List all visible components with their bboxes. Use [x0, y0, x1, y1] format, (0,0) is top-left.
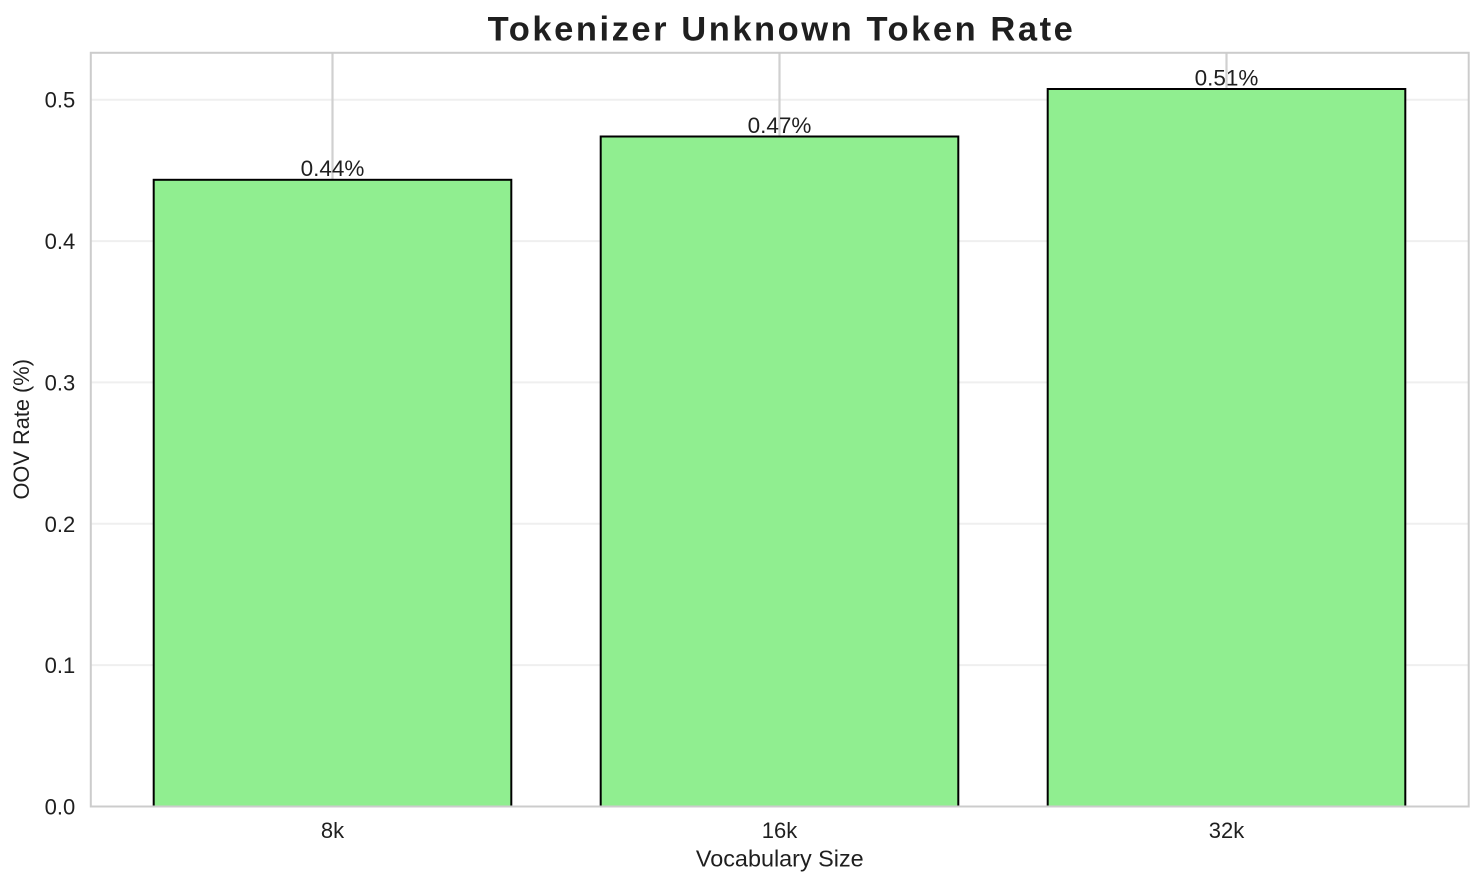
svg-text:Tokenizer Unknown Token Rate: Tokenizer Unknown Token Rate: [488, 11, 1076, 49]
svg-text:8k: 8k: [321, 818, 345, 843]
svg-text:0.44%: 0.44%: [301, 156, 365, 181]
svg-text:0.0: 0.0: [45, 795, 76, 820]
svg-text:0.51%: 0.51%: [1195, 65, 1259, 90]
svg-text:32k: 32k: [1209, 818, 1245, 843]
svg-text:0.2: 0.2: [45, 512, 76, 537]
svg-text:OOV Rate (%): OOV Rate (%): [9, 359, 34, 500]
svg-text:0.3: 0.3: [45, 370, 76, 395]
svg-text:0.1: 0.1: [45, 653, 76, 678]
svg-text:0.4: 0.4: [45, 229, 76, 254]
svg-text:16k: 16k: [762, 818, 798, 843]
svg-text:0.5: 0.5: [45, 88, 76, 113]
svg-text:Vocabulary Size: Vocabulary Size: [696, 846, 864, 872]
svg-text:0.47%: 0.47%: [748, 113, 812, 138]
